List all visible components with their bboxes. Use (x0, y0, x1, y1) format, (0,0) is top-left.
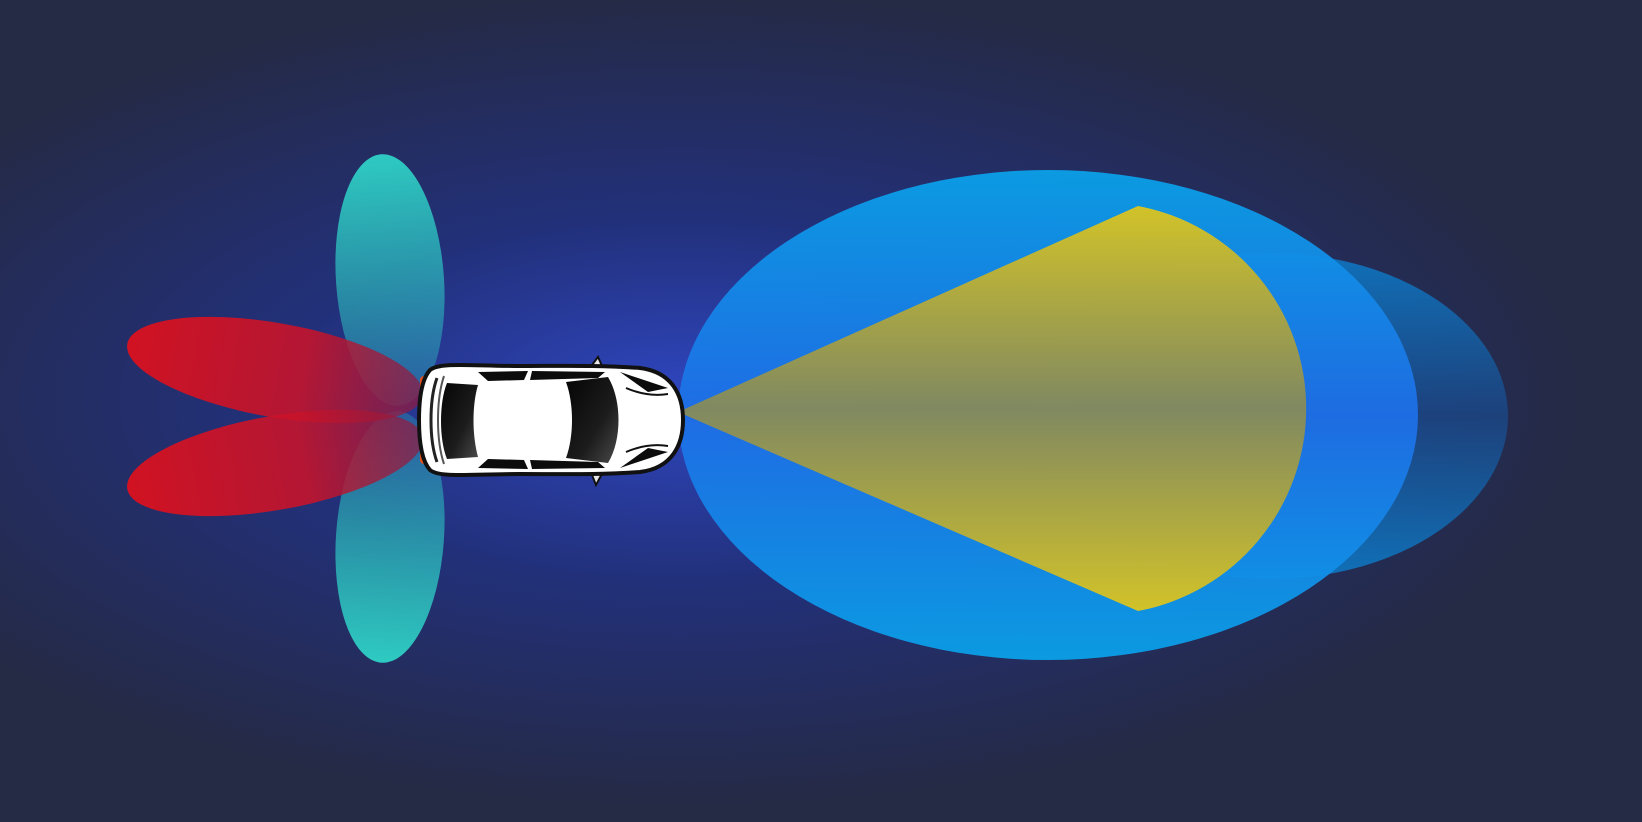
rear-sensor-zone (127, 316, 423, 517)
front-camera-zone (678, 206, 1307, 611)
car-top-view-icon (416, 355, 686, 488)
